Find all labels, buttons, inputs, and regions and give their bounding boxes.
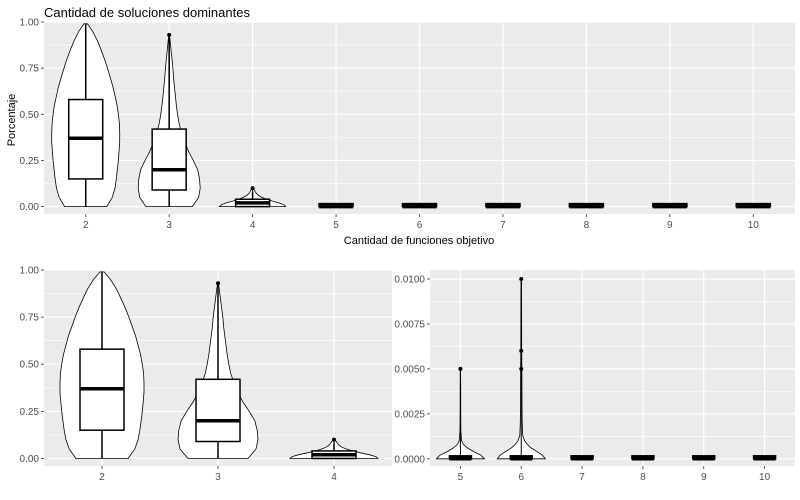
x-tick-label: 5 xyxy=(458,472,464,483)
y-tick-label: 0.0000 xyxy=(394,454,425,465)
violin-group-2 xyxy=(59,271,145,459)
x-tick-label: 9 xyxy=(667,220,673,231)
x-tick-label: 10 xyxy=(748,220,760,231)
outlier-point-3 xyxy=(167,32,172,37)
outlier-point-6 xyxy=(519,366,524,371)
x-tick-label: 4 xyxy=(250,220,256,231)
x-tick-label: 2 xyxy=(99,472,105,483)
x-tick-label: 4 xyxy=(331,472,337,483)
y-tick-label: 0.50 xyxy=(20,360,40,371)
y-tick-label: 0.0100 xyxy=(394,274,425,285)
outlier-point-6 xyxy=(519,276,524,281)
violin-group-4 xyxy=(288,437,380,460)
violin-group-3 xyxy=(137,32,201,207)
y-tick-label: 0.0025 xyxy=(394,409,425,420)
violin-group-4 xyxy=(218,186,287,208)
chart-title: Cantidad de soluciones dominantes xyxy=(44,5,250,20)
x-tick-label: 6 xyxy=(518,472,524,483)
violin-group-8 xyxy=(568,202,605,209)
y-tick-label: 0.75 xyxy=(20,64,40,75)
outlier-point-4 xyxy=(250,186,255,191)
violin-group-10 xyxy=(752,455,777,461)
y-tick-label: 0.0050 xyxy=(394,364,425,375)
y-tick-label: 1.00 xyxy=(20,266,40,277)
x-tick-label: 8 xyxy=(640,472,646,483)
violin-group-10 xyxy=(735,202,772,209)
panel-bottom-right: 0.0000 0.0025 0.0050 0.0075 0.0100 5 6 7 8 9 10 xyxy=(394,270,795,483)
box-3 xyxy=(151,128,187,191)
y-tick-label: 0.0075 xyxy=(394,319,425,330)
y-tick-label: 0.50 xyxy=(20,110,40,121)
x-tick-label: 10 xyxy=(759,472,771,483)
x-tick-label: 6 xyxy=(417,220,423,231)
y-axis-title: Porcentaje xyxy=(6,94,18,147)
violin-group-6 xyxy=(401,202,438,209)
x-axis-title: Cantidad de funciones objetivo xyxy=(344,235,494,247)
outlier-point-6 xyxy=(519,348,524,353)
violin-group-2 xyxy=(51,23,121,207)
violin-group-5 xyxy=(318,202,355,209)
x-tick-label: 8 xyxy=(584,220,590,231)
x-tick-label: 3 xyxy=(215,472,221,483)
violin-group-6 xyxy=(496,276,547,461)
y-tick-label: 0.00 xyxy=(20,202,40,213)
panel-bottom-left: 0.00 0.25 0.50 0.75 1.00 2 3 4 xyxy=(20,266,392,483)
outlier-point-5 xyxy=(458,366,463,371)
x-tick-label: 2 xyxy=(83,220,89,231)
box-3 xyxy=(195,378,241,443)
y-tick-label: 0.00 xyxy=(20,454,40,465)
y-tick-label: 0.25 xyxy=(20,407,40,418)
violin-group-9 xyxy=(651,202,688,209)
x-tick-label: 7 xyxy=(579,472,585,483)
violin-group-8 xyxy=(631,455,655,461)
outlier-point-3 xyxy=(216,281,220,286)
violin-group-3 xyxy=(177,281,259,459)
panel-background xyxy=(430,270,795,466)
violin-group-7 xyxy=(484,202,521,209)
violin-group-5 xyxy=(435,366,486,461)
y-tick-label: 0.25 xyxy=(20,156,40,167)
x-tick-label: 7 xyxy=(500,220,506,231)
x-tick-label: 3 xyxy=(166,220,172,231)
outlier-point-6 xyxy=(417,202,422,207)
panel-top: 0.00 0.25 0.50 0.75 1.00 2 3 4 5 6 7 8 9 10 xyxy=(20,18,795,231)
y-tick-label: 1.00 xyxy=(20,18,40,29)
violin-group-9 xyxy=(692,455,716,461)
outlier-point-4 xyxy=(332,437,336,442)
x-tick-label: 5 xyxy=(333,220,339,231)
outlier-point-5 xyxy=(334,203,339,208)
y-tick-label: 0.75 xyxy=(20,313,40,324)
violin-group-7 xyxy=(570,455,594,461)
x-tick-label: 9 xyxy=(701,472,707,483)
